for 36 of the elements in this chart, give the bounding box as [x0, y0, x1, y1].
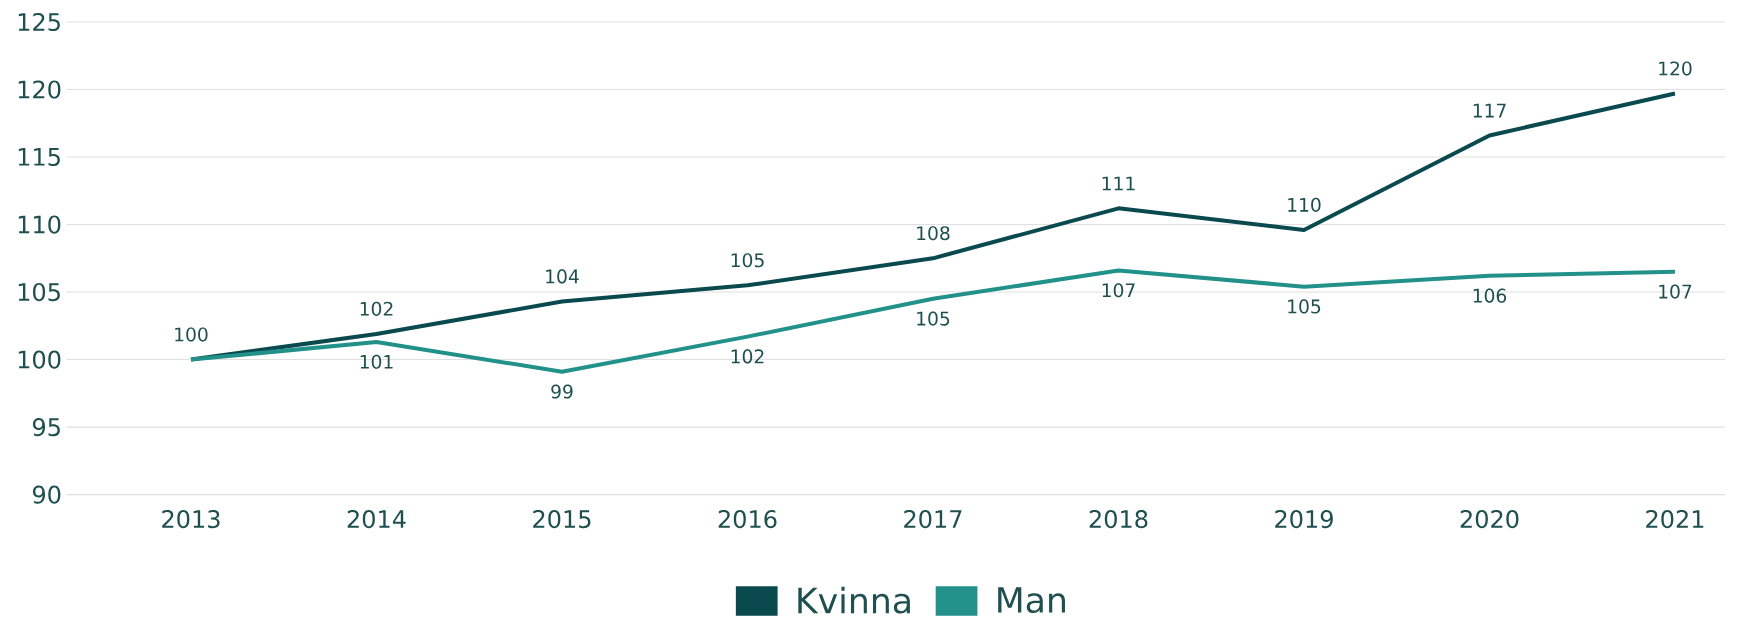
data-label: 102 — [731, 349, 764, 364]
x-tick-label: 2019 — [1275, 509, 1333, 528]
data-label: 101 — [360, 354, 393, 369]
y-tick-label: 115 — [18, 147, 60, 166]
legend-label: Kvinna — [798, 586, 910, 614]
x-tick-label: 2014 — [347, 509, 406, 528]
y-tick-label: 105 — [18, 282, 60, 301]
data-label: 117 — [1473, 103, 1506, 118]
data-label: 105 — [1288, 299, 1321, 314]
legend-label: Man — [998, 587, 1065, 613]
x-tick-label: 2015 — [533, 509, 591, 528]
data-label: 111 — [1102, 176, 1135, 191]
data-label: 120 — [1659, 61, 1692, 76]
x-tick-label: 2017 — [904, 509, 962, 528]
data-label: 107 — [1102, 282, 1135, 298]
data-label: 105 — [917, 311, 950, 326]
x-tick-label: 2021 — [1646, 509, 1704, 528]
x-tick-label: 2013 — [162, 509, 220, 528]
data-label: 110 — [1288, 197, 1321, 212]
y-tick-label: 100 — [18, 350, 61, 369]
y-tick-label: 95 — [32, 417, 60, 436]
data-label: 108 — [917, 225, 950, 241]
y-tick-label: 120 — [18, 80, 61, 99]
y-tick-label: 125 — [18, 12, 60, 31]
data-label: 100 — [175, 327, 208, 342]
data-label: 105 — [731, 252, 764, 268]
x-tick-label: 2018 — [1089, 509, 1148, 528]
data-label: 102 — [360, 301, 393, 316]
x-tick-label: 2016 — [718, 509, 777, 528]
data-label: 107 — [1659, 284, 1692, 299]
data-label: 104 — [546, 269, 579, 284]
data-label: 106 — [1473, 288, 1507, 303]
y-tick-label: 90 — [32, 485, 61, 504]
y-tick-label: 110 — [18, 215, 61, 234]
data-label: 99 — [551, 384, 573, 399]
x-tick-label: 2020 — [1460, 509, 1519, 528]
